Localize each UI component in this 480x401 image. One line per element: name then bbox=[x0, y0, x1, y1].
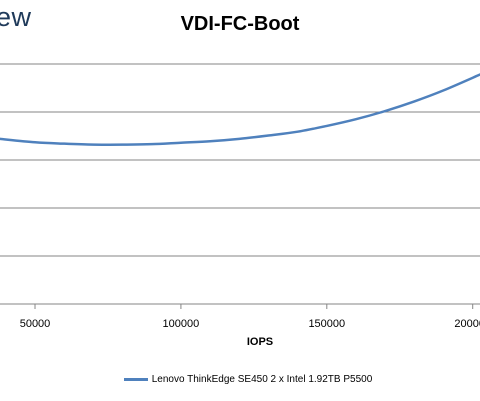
legend-swatch bbox=[123, 378, 148, 381]
x-tick-label: 100000 bbox=[163, 318, 200, 330]
x-tick-label: 200000 bbox=[454, 318, 480, 330]
brand-logo-fragment: ew bbox=[0, 2, 32, 32]
x-axis-label: IOPS bbox=[246, 336, 274, 348]
chart-legend: Lenovo ThinkEdge SE450 2 x Intel 1.92TB … bbox=[0, 374, 480, 385]
legend-entry: Lenovo ThinkEdge SE450 2 x Intel 1.92TB … bbox=[151, 374, 373, 385]
chart-title: VDI-FC-Boot bbox=[180, 13, 300, 35]
series-line bbox=[0, 73, 480, 146]
x-tick-label: 50000 bbox=[20, 318, 51, 330]
x-tick-label: 150000 bbox=[308, 318, 345, 330]
